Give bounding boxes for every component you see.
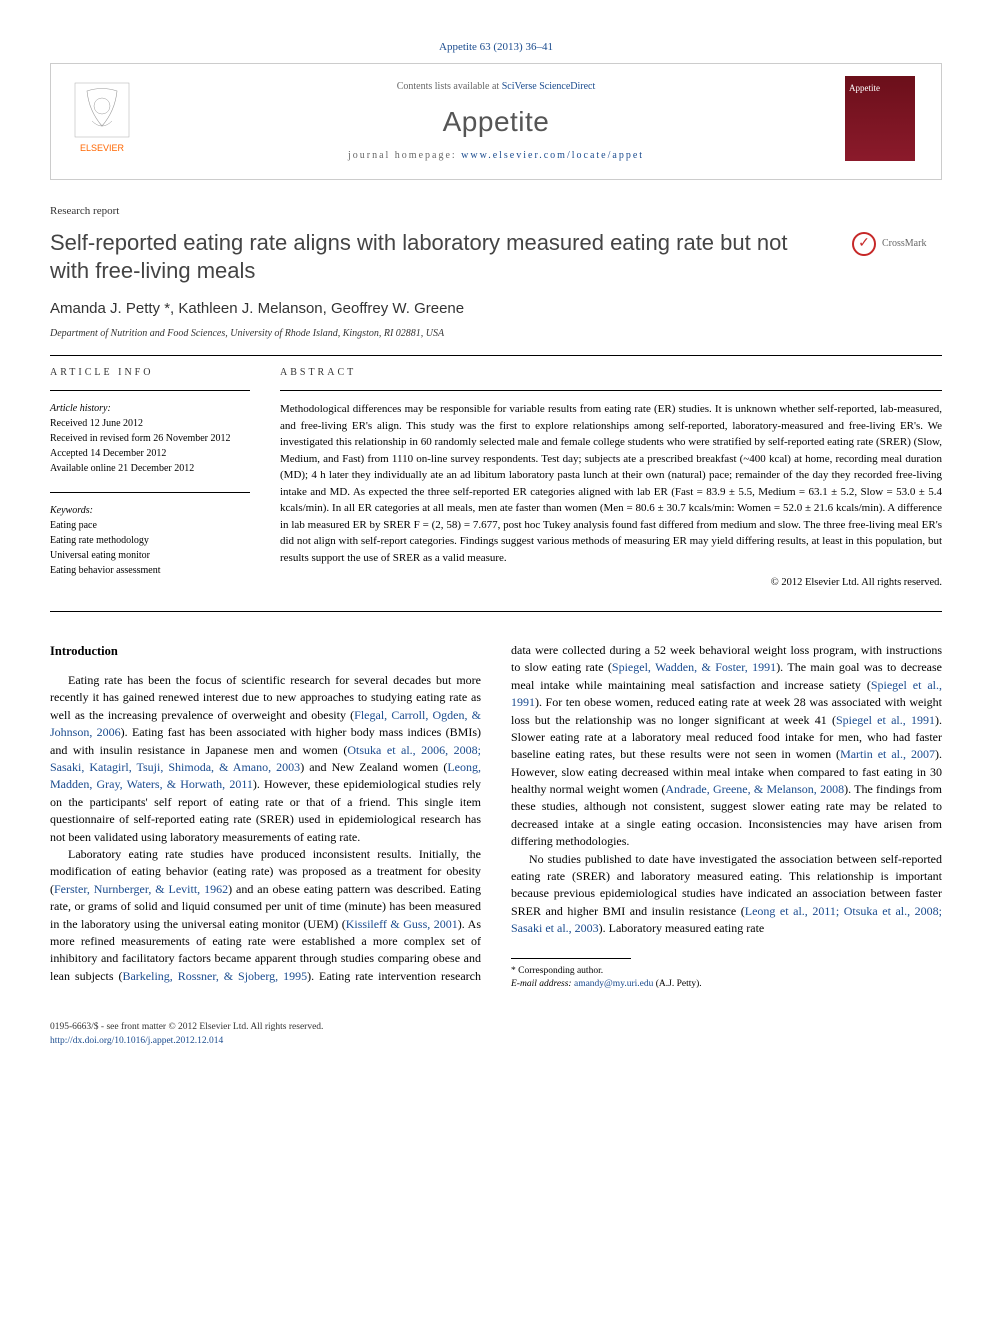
journal-citation: Appetite 63 (2013) 36–41 — [50, 40, 942, 55]
history-heading: Article history: — [50, 403, 111, 414]
body-paragraph: No studies published to date have invest… — [511, 851, 942, 938]
keyword-item: Eating pace — [50, 520, 97, 531]
body-paragraph: Eating rate has been the focus of scient… — [50, 672, 481, 846]
masthead-center: Contents lists available at SciVerse Sci… — [147, 80, 845, 163]
divider — [50, 611, 942, 612]
footnote-rule — [511, 958, 631, 959]
journal-cover-label: Appetite — [849, 82, 880, 95]
divider — [50, 492, 250, 493]
email-suffix: (A.J. Petty). — [653, 979, 701, 989]
history-received: Received 12 June 2012 — [50, 418, 143, 429]
divider — [50, 390, 250, 391]
crossmark-badge[interactable]: ✓ CrossMark — [852, 229, 942, 259]
crossmark-label: CrossMark — [882, 237, 926, 251]
crossmark-icon: ✓ — [852, 232, 876, 256]
svg-text:ELSEVIER: ELSEVIER — [80, 143, 125, 153]
publisher-logo-container: ELSEVIER — [67, 81, 147, 162]
elsevier-logo: ELSEVIER — [67, 81, 137, 156]
journal-homepage: journal homepage: www.elsevier.com/locat… — [147, 149, 845, 163]
contents-prefix: Contents lists available at — [397, 81, 502, 92]
article-info-column: ARTICLE INFO Article history: Received 1… — [50, 366, 250, 591]
history-revised: Received in revised form 26 November 201… — [50, 433, 231, 444]
citation-link[interactable]: Kissileff & Guss, 2001 — [346, 917, 458, 931]
keyword-item: Eating behavior assessment — [50, 565, 161, 576]
article-type: Research report — [50, 204, 942, 219]
divider — [50, 355, 942, 356]
journal-cover-container: Appetite — [845, 76, 925, 167]
footnote-block: * Corresponding author. E-mail address: … — [511, 958, 942, 992]
corresponding-author-note: * Corresponding author. — [511, 965, 942, 978]
authors: Amanda J. Petty *, Kathleen J. Melanson,… — [50, 298, 942, 319]
journal-title: Appetite — [147, 102, 845, 141]
citation-link[interactable]: Spiegel, Wadden, & Foster, 1991 — [612, 660, 776, 674]
footer-left: 0195-6663/$ - see front matter © 2012 El… — [50, 1021, 323, 1048]
page-footer: 0195-6663/$ - see front matter © 2012 El… — [50, 1021, 942, 1048]
journal-cover: Appetite — [845, 76, 915, 161]
homepage-prefix: journal homepage: — [348, 150, 461, 161]
citation-link[interactable]: Martin et al., 2007 — [840, 747, 935, 761]
history-accepted: Accepted 14 December 2012 — [50, 448, 166, 459]
intro-heading: Introduction — [50, 642, 481, 660]
keywords: Keywords: Eating pace Eating rate method… — [50, 503, 250, 578]
citation-link[interactable]: Andrade, Greene, & Melanson, 2008 — [665, 782, 844, 796]
citation-link[interactable]: Ferster, Nurnberger, & Levitt, 1962 — [54, 882, 228, 896]
keyword-item: Universal eating monitor — [50, 550, 150, 561]
masthead: ELSEVIER Contents lists available at Sci… — [50, 63, 942, 180]
contents-line: Contents lists available at SciVerse Sci… — [147, 80, 845, 94]
email-footnote: E-mail address: amandy@my.uri.edu (A.J. … — [511, 978, 942, 991]
article-info-label: ARTICLE INFO — [50, 366, 250, 380]
homepage-link[interactable]: www.elsevier.com/locate/appet — [461, 150, 644, 161]
history-online: Available online 21 December 2012 — [50, 463, 194, 474]
doi-link[interactable]: http://dx.doi.org/10.1016/j.appet.2012.1… — [50, 1036, 223, 1046]
body-text: Introduction Eating rate has been the fo… — [50, 642, 942, 991]
abstract-label: ABSTRACT — [280, 366, 942, 380]
citation-link[interactable]: Barkeling, Rossner, & Sjoberg, 1995 — [122, 969, 307, 983]
email-label: E-mail address: — [511, 979, 574, 989]
keyword-item: Eating rate methodology — [50, 535, 149, 546]
abstract-text: Methodological differences may be respon… — [280, 401, 942, 566]
sciencedirect-link[interactable]: SciVerse ScienceDirect — [502, 81, 596, 92]
author-email-link[interactable]: amandy@my.uri.edu — [574, 979, 653, 989]
citation-link[interactable]: Spiegel et al., 1991 — [836, 713, 935, 727]
affiliation: Department of Nutrition and Food Science… — [50, 327, 942, 341]
article-history: Article history: Received 12 June 2012 R… — [50, 401, 250, 476]
article-title: Self-reported eating rate aligns with la… — [50, 229, 852, 284]
footer-front-matter: 0195-6663/$ - see front matter © 2012 El… — [50, 1021, 323, 1034]
keywords-heading: Keywords: — [50, 505, 93, 516]
divider — [280, 390, 942, 391]
abstract-copyright: © 2012 Elsevier Ltd. All rights reserved… — [280, 576, 942, 591]
abstract-column: ABSTRACT Methodological differences may … — [280, 366, 942, 591]
